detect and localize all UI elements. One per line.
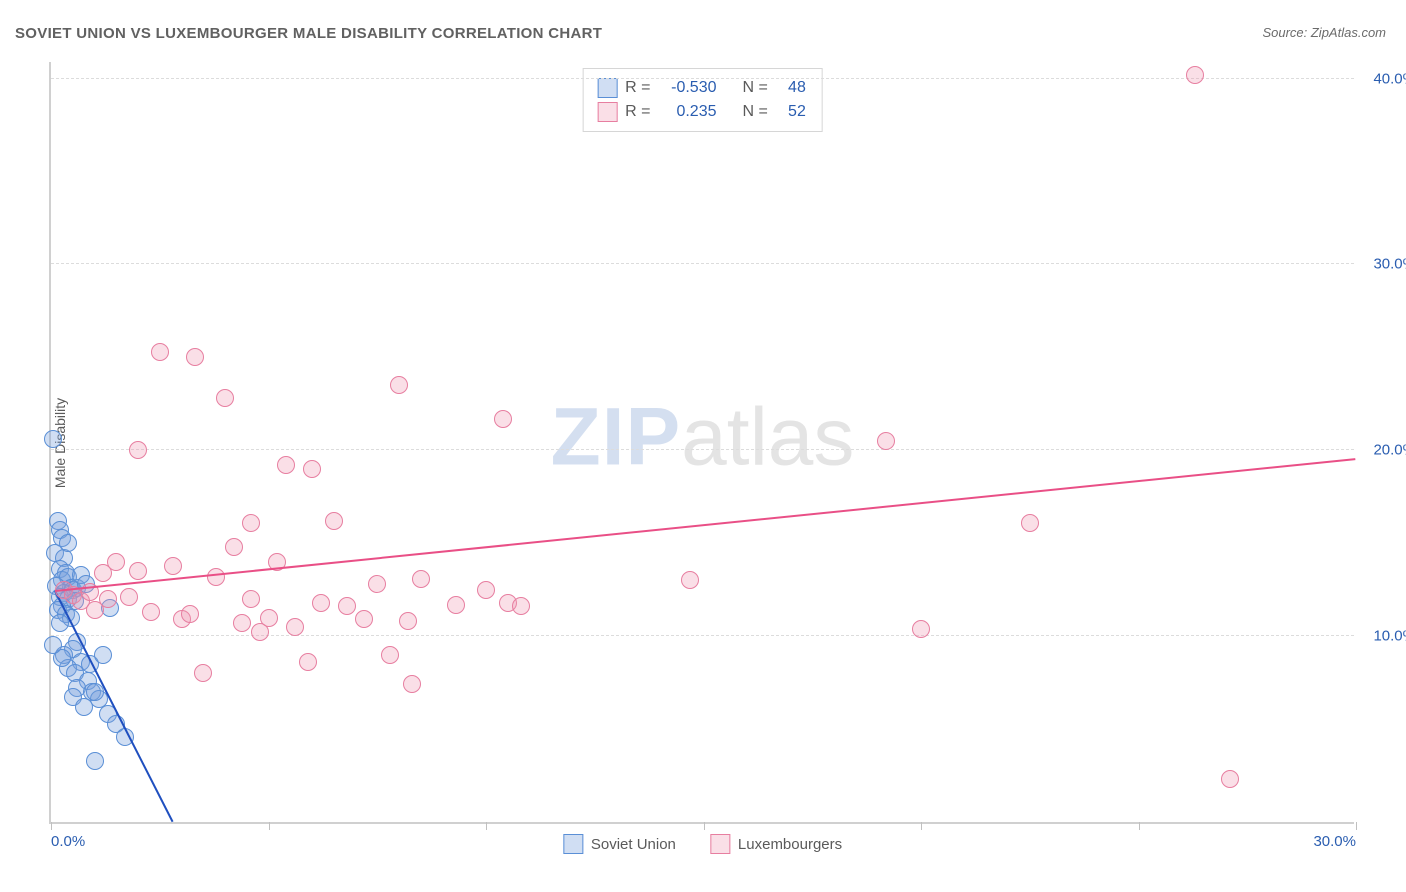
x-tick bbox=[51, 822, 52, 830]
scatter-point bbox=[312, 594, 330, 612]
n-value: 52 bbox=[776, 100, 806, 124]
scatter-point bbox=[151, 343, 169, 361]
y-tick-label: 20.0% bbox=[1373, 442, 1406, 459]
scatter-point bbox=[286, 618, 304, 636]
scatter-point bbox=[207, 568, 225, 586]
scatter-point bbox=[75, 698, 93, 716]
scatter-point bbox=[381, 646, 399, 664]
x-tick bbox=[1139, 822, 1140, 830]
chart-header: SOVIET UNION VS LUXEMBOURGER MALE DISABI… bbox=[15, 25, 1386, 50]
x-tick bbox=[704, 822, 705, 830]
x-tick bbox=[1356, 822, 1357, 830]
r-label: R = bbox=[625, 100, 650, 124]
scatter-point bbox=[877, 432, 895, 450]
chart-area: Male Disability ZIPatlas R =-0.530N =48R… bbox=[49, 62, 1354, 824]
scatter-point bbox=[107, 553, 125, 571]
legend-item: Soviet Union bbox=[563, 834, 676, 854]
scatter-point bbox=[260, 609, 278, 627]
x-tick bbox=[921, 822, 922, 830]
y-tick-label: 40.0% bbox=[1373, 70, 1406, 87]
x-tick bbox=[269, 822, 270, 830]
gridline-h bbox=[51, 635, 1354, 636]
scatter-point bbox=[225, 538, 243, 556]
scatter-point bbox=[86, 752, 104, 770]
scatter-point bbox=[412, 570, 430, 588]
chart-title: SOVIET UNION VS LUXEMBOURGER MALE DISABI… bbox=[15, 25, 602, 42]
legend-swatch bbox=[563, 834, 583, 854]
scatter-point bbox=[681, 571, 699, 589]
scatter-point bbox=[277, 456, 295, 474]
scatter-point bbox=[399, 612, 417, 630]
stats-legend-row: R = 0.235 N = 52 bbox=[597, 100, 806, 124]
n-label: N = bbox=[743, 76, 768, 100]
n-value: 48 bbox=[776, 76, 806, 100]
scatter-point bbox=[216, 389, 234, 407]
plot-region: ZIPatlas R =-0.530N =48R =0.235N =52 Sov… bbox=[49, 62, 1354, 824]
scatter-point bbox=[44, 430, 62, 448]
scatter-point bbox=[355, 610, 373, 628]
scatter-point bbox=[99, 590, 117, 608]
x-tick bbox=[486, 822, 487, 830]
scatter-point bbox=[299, 653, 317, 671]
watermark: ZIPatlas bbox=[551, 390, 855, 484]
scatter-point bbox=[242, 514, 260, 532]
scatter-point bbox=[447, 596, 465, 614]
scatter-point bbox=[44, 636, 62, 654]
scatter-point bbox=[494, 410, 512, 428]
scatter-point bbox=[1221, 770, 1239, 788]
scatter-point bbox=[164, 557, 182, 575]
r-value: 0.235 bbox=[659, 100, 717, 124]
scatter-point bbox=[303, 460, 321, 478]
scatter-point bbox=[477, 581, 495, 599]
legend-label: Luxembourgers bbox=[738, 836, 842, 853]
scatter-point bbox=[512, 597, 530, 615]
series-legend: Soviet Union Luxembourgers bbox=[563, 834, 842, 854]
scatter-point bbox=[129, 441, 147, 459]
y-tick-label: 10.0% bbox=[1373, 628, 1406, 645]
scatter-point bbox=[181, 605, 199, 623]
legend-item: Luxembourgers bbox=[710, 834, 842, 854]
scatter-point bbox=[403, 675, 421, 693]
scatter-point bbox=[51, 614, 69, 632]
scatter-point bbox=[186, 348, 204, 366]
gridline-h bbox=[51, 78, 1354, 79]
legend-label: Soviet Union bbox=[591, 836, 676, 853]
scatter-point bbox=[120, 588, 138, 606]
scatter-point bbox=[86, 683, 104, 701]
n-label: N = bbox=[743, 100, 768, 124]
x-tick-label: 30.0% bbox=[1313, 833, 1356, 850]
scatter-point bbox=[338, 597, 356, 615]
scatter-point bbox=[233, 614, 251, 632]
r-label: R = bbox=[625, 76, 650, 100]
scatter-point bbox=[390, 376, 408, 394]
stats-legend-row: R = -0.530 N = 48 bbox=[597, 76, 806, 100]
gridline-h bbox=[51, 449, 1354, 450]
scatter-point bbox=[325, 512, 343, 530]
scatter-point bbox=[1186, 66, 1204, 84]
scatter-point bbox=[368, 575, 386, 593]
gridline-h bbox=[51, 263, 1354, 264]
scatter-point bbox=[912, 620, 930, 638]
scatter-point bbox=[94, 646, 112, 664]
legend-swatch bbox=[710, 834, 730, 854]
legend-swatch bbox=[597, 78, 617, 98]
y-tick-label: 30.0% bbox=[1373, 256, 1406, 273]
scatter-point bbox=[129, 562, 147, 580]
source-attribution: Source: ZipAtlas.com bbox=[1262, 25, 1386, 40]
scatter-point bbox=[1021, 514, 1039, 532]
legend-swatch bbox=[597, 102, 617, 122]
scatter-point bbox=[194, 664, 212, 682]
scatter-point bbox=[142, 603, 160, 621]
scatter-point bbox=[242, 590, 260, 608]
watermark-zip: ZIP bbox=[551, 391, 682, 482]
x-tick-label: 0.0% bbox=[51, 833, 85, 850]
r-value: -0.530 bbox=[659, 76, 717, 100]
watermark-atlas: atlas bbox=[681, 391, 854, 482]
scatter-point bbox=[59, 534, 77, 552]
